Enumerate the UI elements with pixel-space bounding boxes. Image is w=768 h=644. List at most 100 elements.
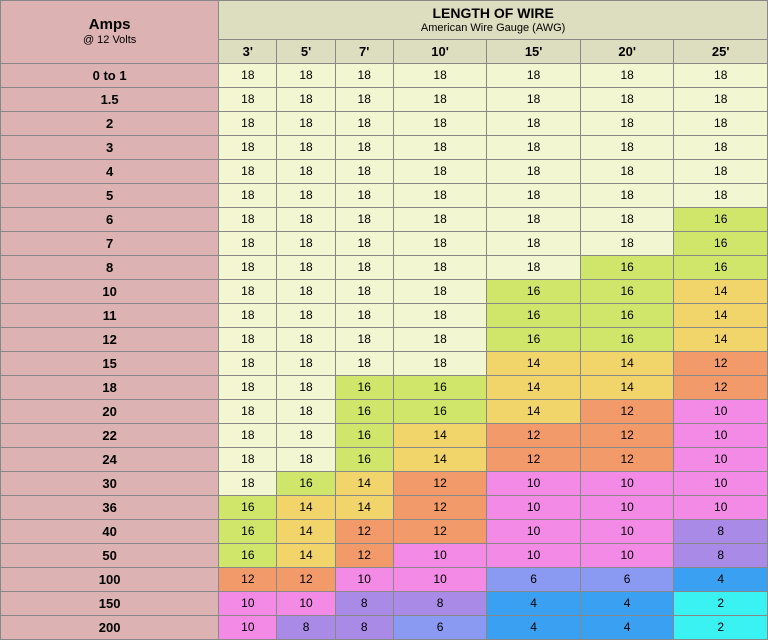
gauge-cell: 12 (487, 423, 581, 447)
amp-cell: 0 to 1 (1, 63, 219, 87)
gauge-cell: 18 (277, 231, 335, 255)
gauge-cell: 18 (393, 303, 487, 327)
gauge-cell: 16 (674, 255, 768, 279)
table-row: 401614121210108 (1, 519, 768, 543)
gauge-cell: 18 (335, 207, 393, 231)
gauge-cell: 18 (335, 303, 393, 327)
amp-cell: 30 (1, 471, 219, 495)
gauge-cell: 10 (674, 471, 768, 495)
gauge-cell: 10 (674, 399, 768, 423)
gauge-cell: 18 (219, 183, 277, 207)
gauge-cell: 18 (487, 183, 581, 207)
gauge-cell: 18 (335, 351, 393, 375)
gauge-cell: 4 (487, 591, 581, 615)
gauge-cell: 18 (487, 135, 581, 159)
column-header: 5' (277, 39, 335, 63)
gauge-cell: 18 (674, 135, 768, 159)
gauge-cell: 10 (580, 519, 674, 543)
column-header: 10' (393, 39, 487, 63)
gauge-cell: 18 (393, 87, 487, 111)
gauge-cell: 16 (335, 375, 393, 399)
gauge-cell: 8 (335, 615, 393, 639)
gauge-cell: 18 (487, 231, 581, 255)
gauge-cell: 4 (487, 615, 581, 639)
amp-cell: 15 (1, 351, 219, 375)
gauge-cell: 18 (674, 183, 768, 207)
gauge-cell: 12 (674, 351, 768, 375)
gauge-cell: 16 (487, 327, 581, 351)
gauge-cell: 8 (393, 591, 487, 615)
gauge-cell: 16 (580, 327, 674, 351)
gauge-cell: 14 (277, 543, 335, 567)
amp-cell: 12 (1, 327, 219, 351)
gauge-cell: 18 (277, 327, 335, 351)
gauge-cell: 18 (393, 63, 487, 87)
gauge-cell: 12 (393, 471, 487, 495)
gauge-cell: 10 (674, 447, 768, 471)
table-row: 818181818181616 (1, 255, 768, 279)
amp-cell: 200 (1, 615, 219, 639)
gauge-cell: 14 (674, 303, 768, 327)
amp-cell: 1.5 (1, 87, 219, 111)
table-row: 10012121010664 (1, 567, 768, 591)
gauge-cell: 18 (674, 63, 768, 87)
table-row: 0 to 118181818181818 (1, 63, 768, 87)
gauge-cell: 18 (393, 351, 487, 375)
table-row: 1.518181818181818 (1, 87, 768, 111)
gauge-cell: 18 (580, 159, 674, 183)
column-header: 15' (487, 39, 581, 63)
gauge-cell: 10 (487, 543, 581, 567)
gauge-cell: 18 (277, 159, 335, 183)
gauge-cell: 16 (487, 279, 581, 303)
gauge-cell: 18 (219, 63, 277, 87)
gauge-cell: 18 (277, 279, 335, 303)
table-row: 150101088442 (1, 591, 768, 615)
gauge-cell: 18 (580, 135, 674, 159)
gauge-cell: 18 (674, 159, 768, 183)
gauge-cell: 16 (219, 519, 277, 543)
column-header: 25' (674, 39, 768, 63)
amp-cell: 2 (1, 111, 219, 135)
gauge-cell: 18 (277, 111, 335, 135)
gauge-cell: 4 (580, 615, 674, 639)
gauge-cell: 12 (219, 567, 277, 591)
gauge-cell: 18 (335, 231, 393, 255)
amp-cell: 100 (1, 567, 219, 591)
gauge-cell: 14 (487, 351, 581, 375)
table-row: 20010886442 (1, 615, 768, 639)
header-amps: Amps @ 12 Volts (1, 1, 219, 64)
gauge-cell: 14 (580, 351, 674, 375)
amp-cell: 8 (1, 255, 219, 279)
table-row: 2018181616141210 (1, 399, 768, 423)
gauge-cell: 18 (277, 375, 335, 399)
gauge-cell: 18 (219, 423, 277, 447)
amp-cell: 5 (1, 183, 219, 207)
gauge-cell: 18 (277, 255, 335, 279)
gauge-cell: 18 (277, 423, 335, 447)
gauge-cell: 18 (393, 111, 487, 135)
gauge-cell: 12 (393, 519, 487, 543)
gauge-cell: 16 (487, 303, 581, 327)
gauge-cell: 18 (277, 351, 335, 375)
gauge-cell: 12 (487, 447, 581, 471)
gauge-cell: 18 (277, 303, 335, 327)
amp-cell: 6 (1, 207, 219, 231)
amp-cell: 40 (1, 519, 219, 543)
gauge-cell: 18 (335, 159, 393, 183)
amp-cell: 10 (1, 279, 219, 303)
gauge-cell: 18 (219, 159, 277, 183)
gauge-cell: 18 (487, 207, 581, 231)
gauge-cell: 6 (487, 567, 581, 591)
table-row: 1018181818161614 (1, 279, 768, 303)
gauge-cell: 18 (277, 135, 335, 159)
gauge-cell: 14 (335, 495, 393, 519)
gauge-cell: 10 (674, 423, 768, 447)
gauge-cell: 16 (219, 495, 277, 519)
gauge-cell: 18 (487, 111, 581, 135)
gauge-cell: 18 (219, 351, 277, 375)
gauge-cell: 18 (580, 63, 674, 87)
gauge-cell: 10 (335, 567, 393, 591)
gauge-cell: 2 (674, 591, 768, 615)
gauge-cell: 18 (219, 255, 277, 279)
gauge-cell: 12 (580, 423, 674, 447)
